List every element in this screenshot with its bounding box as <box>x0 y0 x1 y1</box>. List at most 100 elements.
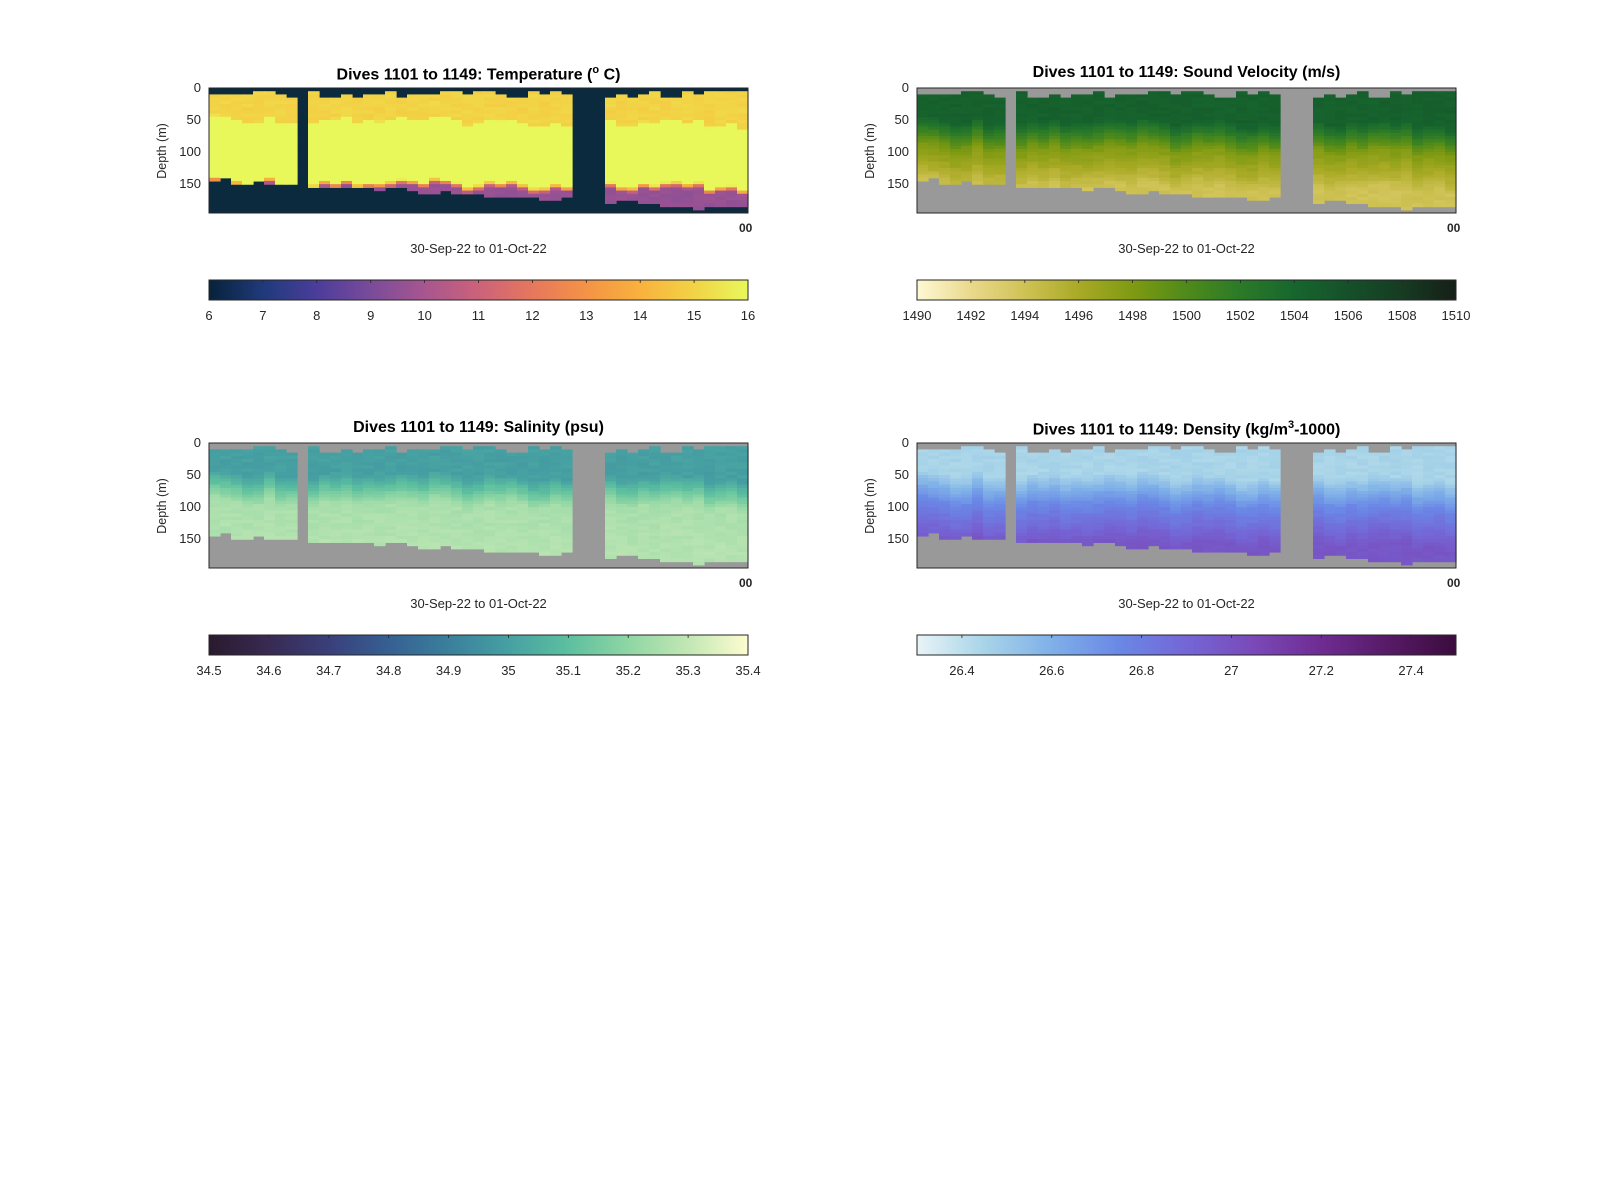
heatmap-cell <box>484 497 496 502</box>
heatmap-cell <box>1137 155 1149 160</box>
heatmap-cell <box>961 171 973 176</box>
heatmap-cell <box>528 123 540 128</box>
heatmap-cell <box>286 532 298 537</box>
heatmap-cell <box>473 487 485 492</box>
heatmap-cell <box>1335 161 1347 166</box>
heatmap-cell <box>928 526 940 531</box>
heatmap-cell <box>495 113 507 118</box>
heatmap-cell <box>352 497 364 502</box>
heatmap-cell <box>649 164 661 169</box>
heatmap-cell <box>1247 113 1259 118</box>
heatmap-cell <box>374 164 386 169</box>
heatmap-cell <box>983 455 995 460</box>
heatmap-cell <box>231 487 243 492</box>
heatmap-cell <box>1324 132 1336 137</box>
heatmap-cell <box>1203 97 1215 102</box>
heatmap-cell <box>1159 113 1171 118</box>
heatmap-cell <box>440 145 452 150</box>
heatmap-cell <box>1225 148 1237 153</box>
heatmap-cell <box>528 465 540 470</box>
heatmap-cell <box>1445 107 1457 112</box>
heatmap-cell <box>209 532 221 537</box>
heatmap-cell <box>660 523 672 527</box>
heatmap-cell <box>726 203 738 208</box>
heatmap-cell <box>737 491 749 495</box>
heatmap-cell <box>308 523 320 527</box>
heatmap-cell <box>1115 500 1127 505</box>
heatmap-cell <box>638 455 650 460</box>
heatmap-cell <box>1016 120 1028 124</box>
heatmap-cell <box>396 168 408 172</box>
heatmap-cell <box>264 446 276 451</box>
heatmap-cell <box>939 513 951 518</box>
heatmap-cell <box>462 177 474 182</box>
heatmap-cell <box>275 500 287 505</box>
heatmap-cell <box>242 452 254 457</box>
heatmap-cell <box>715 94 727 99</box>
heatmap-cell <box>1335 104 1347 108</box>
heatmap-cell <box>407 500 419 505</box>
heatmap-cell <box>693 110 705 115</box>
heatmap-cell <box>253 455 265 460</box>
heatmap-cell <box>928 471 940 476</box>
heatmap-cell <box>704 171 716 176</box>
heatmap-cell <box>330 529 342 534</box>
heatmap-cell <box>1093 487 1105 492</box>
heatmap-cell <box>1401 136 1413 140</box>
heatmap-cell <box>1038 177 1050 182</box>
heatmap-cell <box>1258 145 1270 150</box>
heatmap-cell <box>220 507 232 511</box>
heatmap-cell <box>1434 110 1446 115</box>
heatmap-cell <box>319 164 331 169</box>
heatmap-cell <box>462 129 474 134</box>
heatmap-cell <box>1181 107 1193 112</box>
heatmap-cell <box>1038 120 1050 124</box>
heatmap-cell <box>209 113 221 118</box>
heatmap-cell <box>1038 523 1050 527</box>
heatmap-cell <box>682 449 694 454</box>
heatmap-cell <box>363 161 375 166</box>
heatmap-cell <box>253 116 265 121</box>
heatmap-cell <box>242 100 254 105</box>
heatmap-cell <box>495 519 507 524</box>
heatmap-cell <box>341 177 353 182</box>
heatmap-cell <box>418 168 430 172</box>
heatmap-cell <box>242 516 254 521</box>
heatmap-cell <box>1390 94 1402 99</box>
heatmap-cell <box>1126 503 1138 508</box>
heatmap-cell <box>1115 465 1127 470</box>
heatmap-cell <box>440 139 452 144</box>
heatmap-cell <box>939 462 951 467</box>
heatmap-cell <box>231 168 243 172</box>
heatmap-cell <box>528 478 540 483</box>
heatmap-cell <box>264 129 276 134</box>
heatmap-cell <box>550 446 562 451</box>
heatmap-cell <box>950 145 962 150</box>
heatmap-cell <box>374 523 386 527</box>
heatmap-cell <box>1126 471 1138 476</box>
heatmap-cell <box>1434 164 1446 169</box>
heatmap-cell <box>517 548 529 553</box>
heatmap-cell <box>939 120 951 124</box>
heatmap-cell <box>994 487 1006 492</box>
heatmap-cell <box>1434 129 1446 134</box>
heatmap-cell <box>726 497 738 502</box>
heatmap-cell <box>1060 129 1072 134</box>
heatmap-cell <box>638 100 650 105</box>
heatmap-cell <box>1148 539 1160 543</box>
heatmap-cell <box>429 110 441 115</box>
heatmap-cell <box>671 136 683 140</box>
heatmap-cell <box>660 158 672 163</box>
heatmap-cell <box>418 174 430 179</box>
heatmap-cell <box>928 510 940 515</box>
heatmap-cell <box>495 468 507 473</box>
heatmap-cell <box>220 471 232 476</box>
heatmap-cell <box>1082 187 1094 192</box>
heatmap-cell <box>220 481 232 486</box>
heatmap-cell <box>1137 97 1149 102</box>
heatmap-cell <box>1412 184 1424 188</box>
heatmap-cell <box>1049 484 1061 489</box>
heatmap-cell <box>363 171 375 176</box>
heatmap-cell <box>319 168 331 172</box>
heatmap-cell <box>462 152 474 156</box>
